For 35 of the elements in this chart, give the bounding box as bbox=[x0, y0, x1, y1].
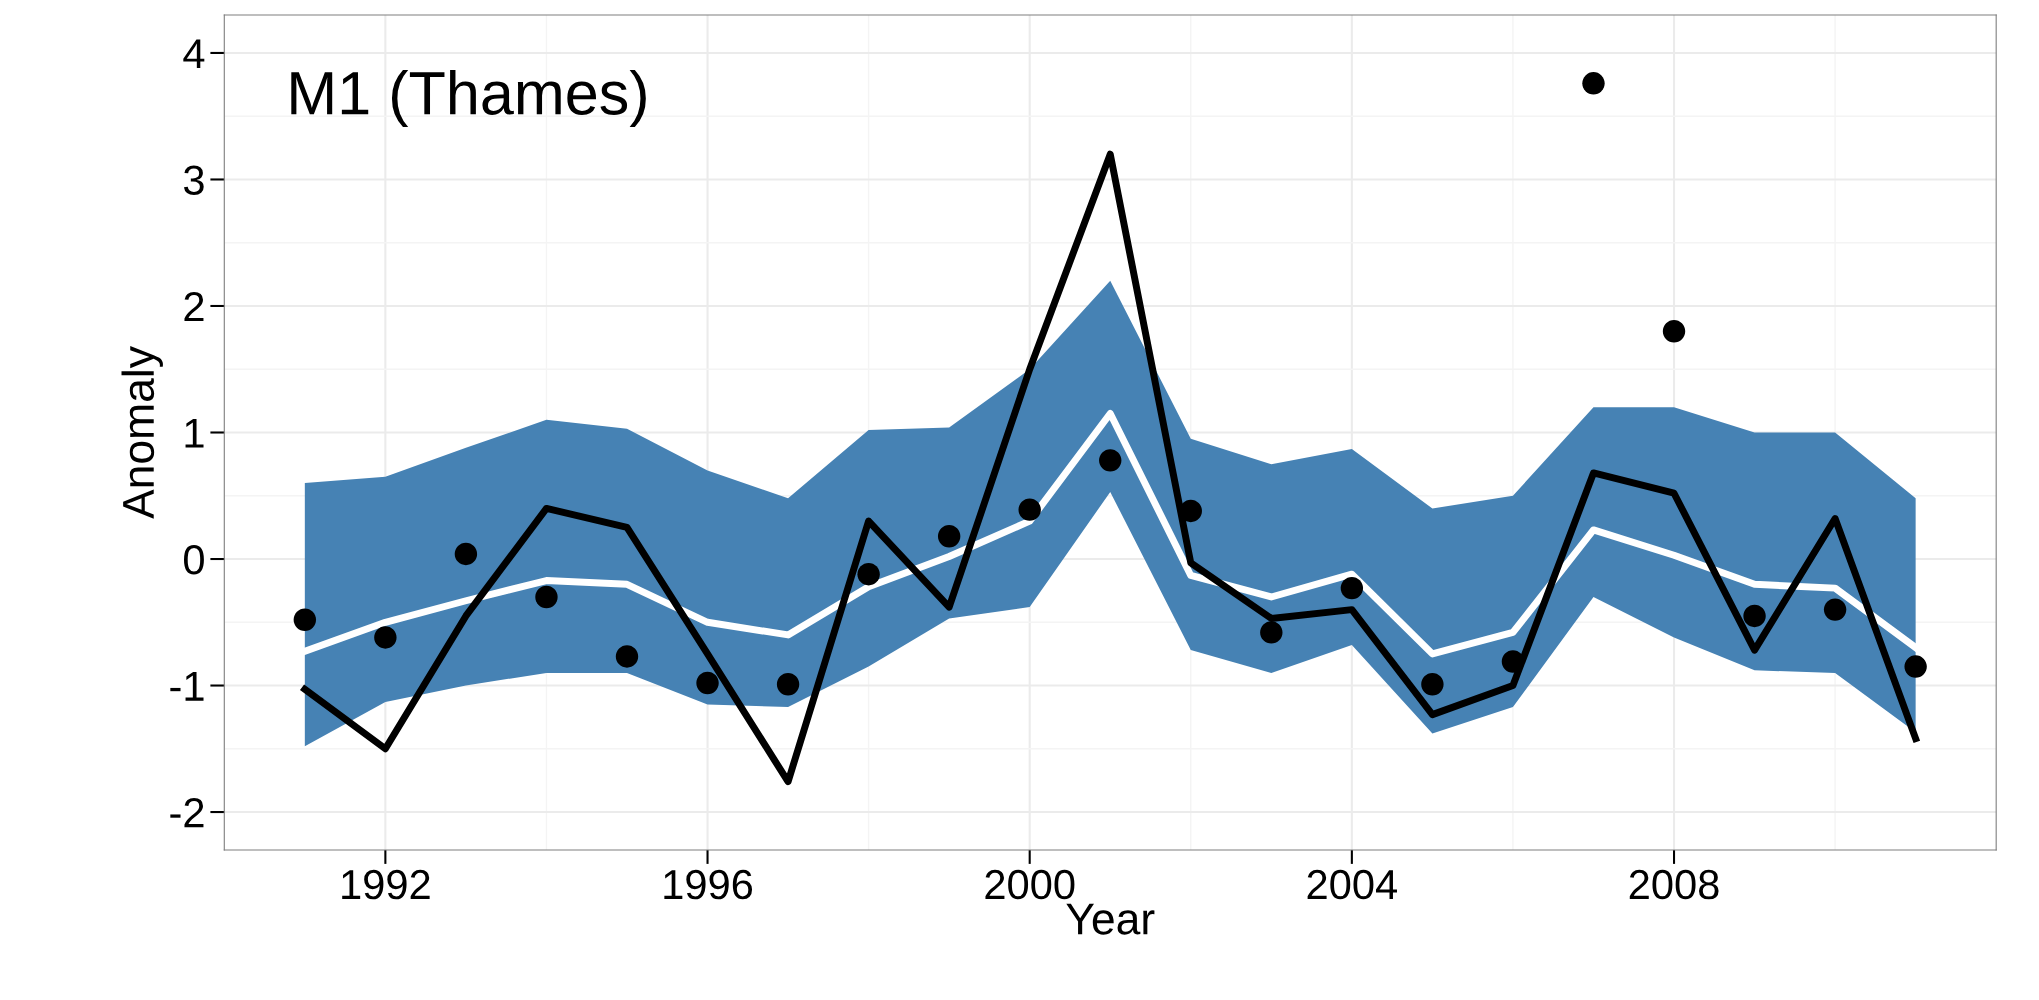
y-tick-label: 0 bbox=[184, 545, 204, 575]
point bbox=[535, 585, 558, 609]
point bbox=[1099, 449, 1122, 472]
x-tick-label: 2004 bbox=[1307, 869, 1397, 900]
point bbox=[776, 673, 800, 696]
point bbox=[1179, 499, 1202, 523]
point bbox=[1662, 320, 1686, 343]
point bbox=[454, 542, 478, 566]
x-tick-label: 2008 bbox=[1629, 869, 1719, 900]
point bbox=[937, 525, 961, 548]
point bbox=[293, 608, 317, 631]
point bbox=[1018, 498, 1041, 521]
y-tick-label: -2 bbox=[170, 798, 204, 828]
y-axis-title: Anomaly bbox=[121, 346, 163, 519]
point bbox=[374, 626, 397, 649]
point bbox=[615, 645, 639, 668]
point bbox=[1904, 655, 1927, 678]
y-tick-label: 3 bbox=[183, 165, 204, 195]
y-tick-label: 1 bbox=[185, 418, 204, 448]
x-axis-title: Year bbox=[1066, 903, 1155, 935]
x-tick-label: 2000 bbox=[985, 869, 1075, 900]
y-tick-label: -1 bbox=[170, 671, 204, 701]
point bbox=[1340, 576, 1364, 600]
y-tick-label: 2 bbox=[184, 291, 204, 322]
point bbox=[1582, 72, 1605, 95]
point bbox=[1260, 621, 1283, 644]
x-tick-label: 1996 bbox=[664, 869, 753, 900]
point bbox=[696, 671, 719, 695]
annotation: M1 (Thames) bbox=[291, 70, 646, 127]
point bbox=[1823, 598, 1847, 621]
x-tick-label: 1992 bbox=[342, 869, 430, 900]
y-tick-label: 4 bbox=[183, 39, 205, 69]
point bbox=[1421, 673, 1444, 696]
point bbox=[1743, 604, 1766, 628]
point bbox=[857, 563, 880, 586]
